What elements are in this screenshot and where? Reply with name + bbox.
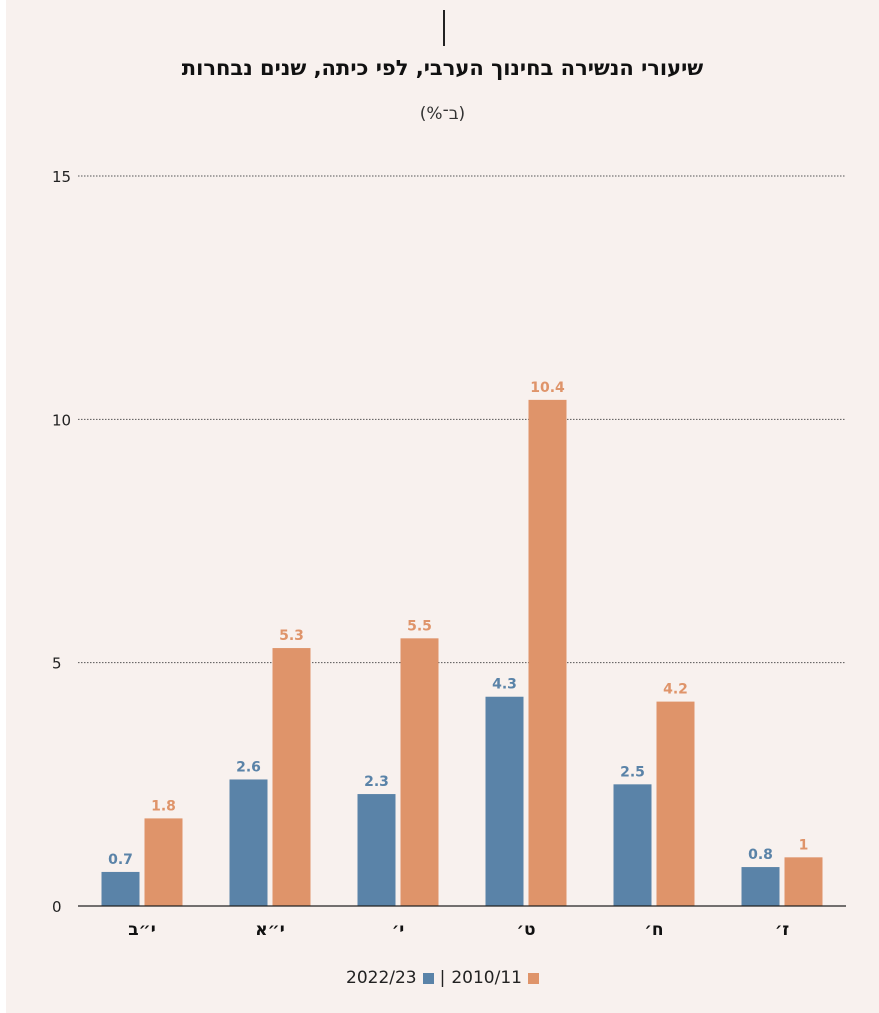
data-label: 4.2 <box>663 682 688 698</box>
y-tick-label: 5 <box>52 655 62 673</box>
y-tick-label: 10 <box>52 411 71 429</box>
chart-title: שיעורי הנשירה בחינוך הערבי, לפי כיתה, שנ… <box>181 56 704 80</box>
legend-label-series-1: 2022/23 <box>346 968 417 988</box>
data-label: 2.6 <box>236 759 261 775</box>
bar <box>528 399 567 906</box>
bar <box>229 779 268 906</box>
x-tick-label: ז׳ <box>775 920 790 940</box>
bar <box>357 794 396 906</box>
legend-swatch-series-1 <box>422 972 434 984</box>
data-label: 4.3 <box>492 677 517 693</box>
x-tick-label: ח׳ <box>644 920 663 940</box>
bar <box>741 867 780 906</box>
x-tick-label: י״ב <box>128 920 155 940</box>
data-label: 5.5 <box>407 618 432 634</box>
chart-subtitle: (ב־%) <box>419 104 466 124</box>
bar <box>784 857 823 906</box>
legend-separator: | <box>439 968 446 988</box>
y-tick-label: 15 <box>52 168 71 186</box>
data-label: 10.4 <box>530 380 565 396</box>
legend-swatch-series-2 <box>527 972 539 984</box>
x-tick-label: י״א <box>255 920 284 940</box>
data-label: 1 <box>799 837 809 853</box>
data-label: 1.8 <box>151 798 176 814</box>
data-label: 0.8 <box>748 847 773 863</box>
bar <box>613 784 652 906</box>
bar <box>485 696 524 906</box>
legend: 2022/23 | 2010/11 <box>6 968 879 988</box>
bar <box>400 638 439 906</box>
bar <box>656 701 695 906</box>
data-label: 0.7 <box>108 852 133 868</box>
data-label: 5.3 <box>279 628 304 644</box>
y-tick-label: 0 <box>52 898 62 916</box>
bar <box>101 871 140 906</box>
bar <box>272 648 311 906</box>
legend-label-series-2: 2010/11 <box>451 968 522 988</box>
data-label: 2.5 <box>620 764 645 780</box>
data-label: 2.3 <box>364 774 389 790</box>
x-tick-label: ט׳ <box>516 920 535 940</box>
x-tick-label: י׳ <box>392 920 405 940</box>
top-divider-line <box>443 10 445 46</box>
bar <box>144 818 183 906</box>
